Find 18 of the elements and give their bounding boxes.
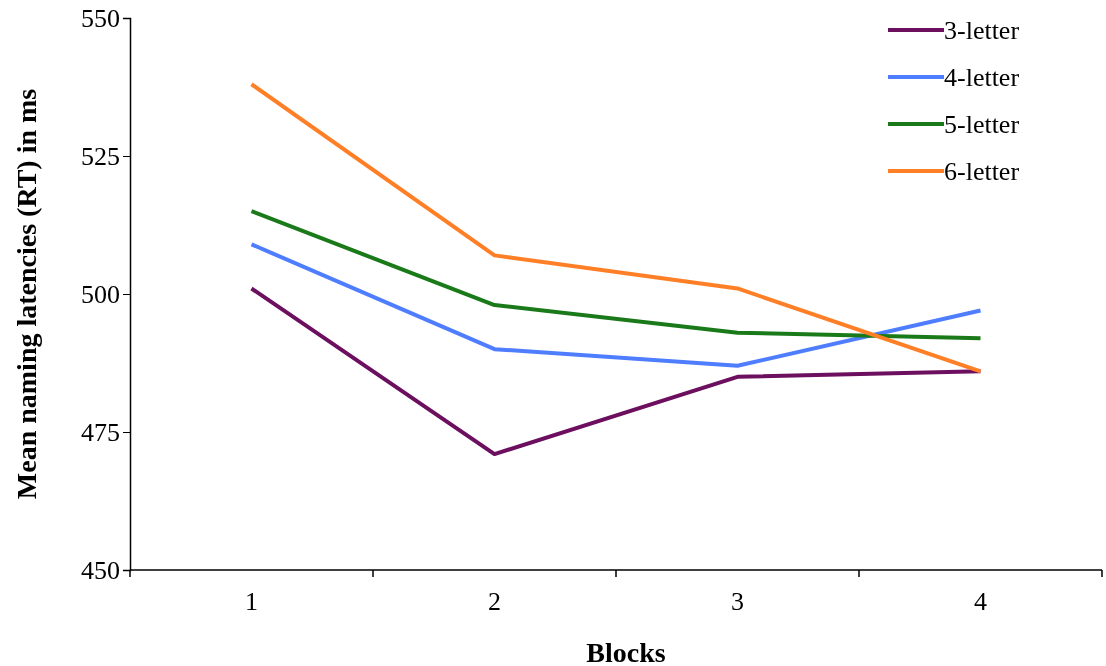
y-tick-label: 450	[81, 555, 120, 585]
line-series	[249, 209, 983, 341]
legend-label: 6-letter	[944, 157, 1020, 186]
x-tick-label: 3	[731, 587, 744, 616]
y-tick-label: 475	[81, 417, 120, 447]
y-axis-title: Mean naming latencies (RT) in ms	[11, 88, 42, 500]
y-tick-label: 525	[81, 141, 120, 171]
legend-label: 3-letter	[944, 16, 1020, 45]
x-tick-label: 2	[488, 587, 501, 616]
legend-label: 4-letter	[944, 63, 1020, 92]
x-tick-label: 1	[245, 587, 258, 616]
y-tick-label: 500	[81, 279, 120, 309]
x-axis-title: Blocks	[586, 637, 666, 666]
legend-label: 5-letter	[944, 110, 1020, 139]
line-series	[249, 242, 983, 368]
y-tick-label: 550	[81, 3, 120, 33]
x-tick-label: 4	[974, 587, 987, 616]
line-series	[249, 286, 983, 457]
